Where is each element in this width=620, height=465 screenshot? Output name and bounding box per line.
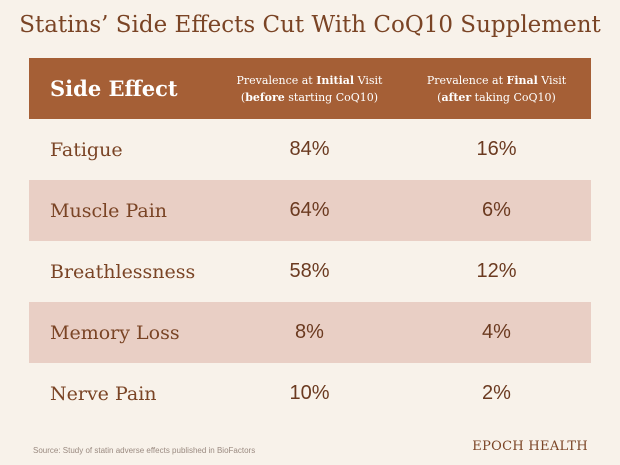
header-initial-subtext: (	[240, 90, 246, 104]
header-final-text: Visit	[537, 73, 567, 87]
header-final-subtext: (	[437, 90, 442, 104]
initial-prevalence: 8%	[295, 321, 324, 343]
header-final-visit: Prevalence at Final Visit (after taking …	[403, 72, 590, 106]
final-prevalence: 16%	[476, 138, 517, 160]
table-row: Fatigue 84% 16%	[29, 119, 591, 180]
header-final-subtext-bold: after	[441, 90, 472, 104]
side-effect-name: Breathlessness	[50, 260, 196, 283]
initial-prevalence: 84%	[289, 138, 330, 160]
header-side-effect: Side Effect	[50, 76, 178, 101]
header-initial-subtext-bold: before	[245, 90, 285, 104]
final-prevalence: 4%	[482, 321, 511, 343]
header-initial-subtext: starting CoQ10)	[284, 90, 379, 104]
table-row: Muscle Pain 64% 6%	[29, 180, 591, 241]
header-final-subtext: taking CoQ10)	[471, 90, 556, 104]
table-header-row: Side Effect Prevalence at Initial Visit …	[29, 58, 591, 119]
table-row: Nerve Pain 10% 2%	[29, 363, 591, 424]
brand-logo: EPOCH HEALTH	[472, 439, 588, 454]
page-title: Statins’ Side Effects Cut With CoQ10 Sup…	[19, 12, 601, 38]
header-final-bold: Final	[506, 73, 538, 87]
side-effect-name: Memory Loss	[50, 321, 180, 344]
table-row: Memory Loss 8% 4%	[29, 302, 591, 363]
initial-prevalence: 64%	[289, 199, 330, 221]
side-effect-name: Fatigue	[50, 138, 123, 161]
final-prevalence: 2%	[482, 382, 511, 404]
table-row: Breathlessness 58% 12%	[29, 241, 591, 302]
side-effect-name: Muscle Pain	[50, 199, 168, 222]
header-final-text: Prevalence at	[426, 73, 507, 87]
initial-prevalence: 58%	[289, 260, 330, 282]
initial-prevalence: 10%	[289, 382, 330, 404]
header-initial-bold: Initial	[316, 73, 355, 87]
header-initial-visit: Prevalence at Initial Visit (before star…	[216, 72, 403, 106]
header-initial-text: Prevalence at	[236, 73, 317, 87]
header-initial-text: Visit	[354, 73, 383, 87]
side-effects-table: Side Effect Prevalence at Initial Visit …	[29, 58, 591, 424]
source-note: Source: Study of statin adverse effects …	[33, 446, 256, 455]
side-effect-name: Nerve Pain	[50, 382, 157, 405]
final-prevalence: 12%	[476, 260, 517, 282]
final-prevalence: 6%	[482, 199, 511, 221]
